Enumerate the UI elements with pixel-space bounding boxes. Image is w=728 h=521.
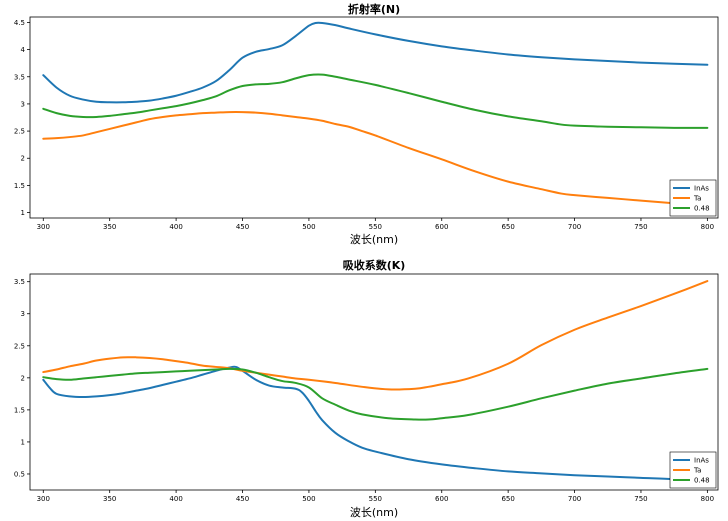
x-tick-label: 650	[501, 495, 514, 503]
y-tick-label: 3.5	[14, 278, 25, 286]
x-tick-label: 700	[568, 495, 581, 503]
chart-title: 吸收系数(K)	[343, 258, 406, 272]
x-tick-label: 750	[634, 495, 647, 503]
legend: InAs Ta 0.48	[669, 451, 717, 489]
series-line-inas	[42, 365, 709, 481]
x-tick-label: 350	[103, 495, 116, 503]
series-line-0-48	[42, 367, 709, 421]
x-tick-label: 450	[236, 495, 249, 503]
y-tick-label: 1.5	[14, 406, 25, 414]
y-tick-label: 2.5	[14, 342, 25, 350]
x-tick-label: 300	[37, 223, 50, 231]
x-tick-label: 600	[435, 223, 448, 231]
x-tick-label: 500	[302, 223, 315, 231]
series-line-ta	[42, 280, 709, 391]
legend-label: Ta	[693, 195, 701, 203]
y-tick-label: 0.5	[14, 470, 25, 478]
y-tick-label: 1	[21, 438, 25, 446]
x-axis-label: 波长(nm)	[350, 233, 398, 246]
chart-absorption-coefficient: 吸收系数(K) 波长(nm) 300 350 400 450 500 550 600 650 7…	[14, 258, 719, 519]
x-tick-label: 600	[435, 495, 448, 503]
legend-label: 0.48	[694, 477, 710, 485]
legend-label: Ta	[693, 467, 701, 475]
legend-label: InAs	[694, 185, 709, 193]
y-tick-label: 4.5	[14, 19, 25, 27]
legend: InAs Ta 0.48	[669, 179, 717, 217]
x-tick-label: 400	[169, 495, 182, 503]
x-tick-label: 650	[501, 223, 514, 231]
x-tick-label: 300	[37, 495, 50, 503]
x-axis-label: 波长(nm)	[350, 506, 398, 519]
chart-refractive-index: 折射率(N) 波长(nm) 300 350 400 450 500 550 600 650 70…	[14, 2, 719, 246]
y-tick-label: 2	[21, 374, 25, 382]
y-tick-label: 1.5	[14, 182, 25, 190]
x-tick-label: 550	[369, 223, 382, 231]
chart-title: 折射率(N)	[348, 2, 400, 16]
x-tick-label: 800	[701, 495, 714, 503]
x-tick-label: 750	[634, 223, 647, 231]
x-tick-label: 700	[568, 223, 581, 231]
y-tick-label: 1	[21, 209, 25, 217]
x-tick-label: 500	[302, 495, 315, 503]
y-tick-label: 2.5	[14, 128, 25, 136]
x-tick-label: 550	[369, 495, 382, 503]
legend-label: InAs	[694, 457, 709, 465]
plot-area	[29, 16, 719, 219]
x-tick-label: 350	[103, 223, 116, 231]
y-tick-label: 3	[21, 310, 25, 318]
y-tick-label: 3	[21, 100, 25, 108]
legend-label: 0.48	[694, 205, 710, 213]
x-tick-label: 800	[701, 223, 714, 231]
series-line-0-48	[42, 73, 709, 129]
x-tick-label: 450	[236, 223, 249, 231]
plot-area	[29, 273, 719, 491]
y-tick-label: 4	[21, 46, 26, 54]
series-line-ta	[42, 111, 709, 208]
x-tick-label: 400	[169, 223, 182, 231]
y-tick-label: 3.5	[14, 73, 25, 81]
series-line-inas	[42, 21, 709, 104]
y-tick-label: 2	[21, 155, 25, 163]
